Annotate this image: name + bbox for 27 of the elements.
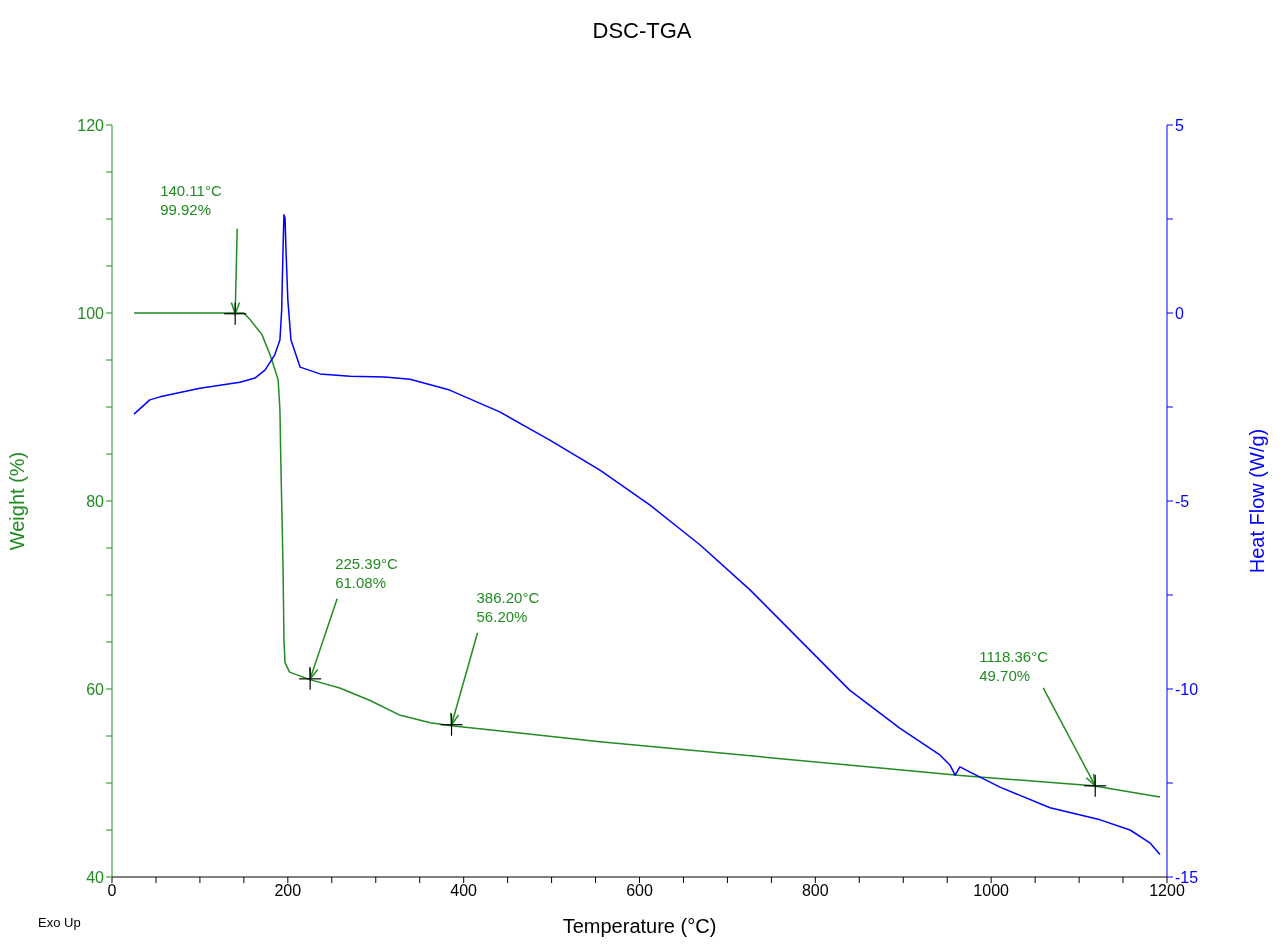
text: Exo Up <box>38 915 81 930</box>
x-tick-label: 1000 <box>973 882 1010 900</box>
y2-tick-label: 5 <box>1175 116 1184 134</box>
x-tick-label: 400 <box>450 882 478 900</box>
y2-tick-label: -10 <box>1175 680 1199 698</box>
annotation: 140.11°C 99.92% <box>160 181 222 218</box>
line-series <box>133 214 1161 856</box>
y-axis-title: Weight (%) <box>6 451 28 551</box>
y-tick-label: 80 <box>86 492 105 510</box>
x-tick-label: 200 <box>274 882 302 900</box>
x-axis-title: Temperature (°C) <box>562 915 717 937</box>
y2-tick-label: -5 <box>1175 492 1190 510</box>
y-tick-label: 40 <box>86 868 105 886</box>
y2-tick-label: 0 <box>1175 304 1184 322</box>
x-tick-label: 800 <box>801 882 829 900</box>
x-tick-label: 0 <box>107 882 117 900</box>
annotation: 386.20°C 56.20% <box>476 588 540 625</box>
annotation: 1118.36°C 49.70% <box>979 647 1049 684</box>
y2-axis-title: Heat Flow (W/g) <box>1246 428 1268 574</box>
line-series <box>133 312 1161 798</box>
y-tick-label: 120 <box>77 116 105 134</box>
chart-title: DSC-TGA <box>592 18 692 43</box>
y-tick-label: 100 <box>77 304 105 322</box>
annotation: 225.39°C 61.08% <box>335 554 399 591</box>
x-tick-label: 1200 <box>1149 882 1185 900</box>
y-tick-label: 60 <box>86 680 105 698</box>
x-tick-label: 600 <box>626 882 653 900</box>
